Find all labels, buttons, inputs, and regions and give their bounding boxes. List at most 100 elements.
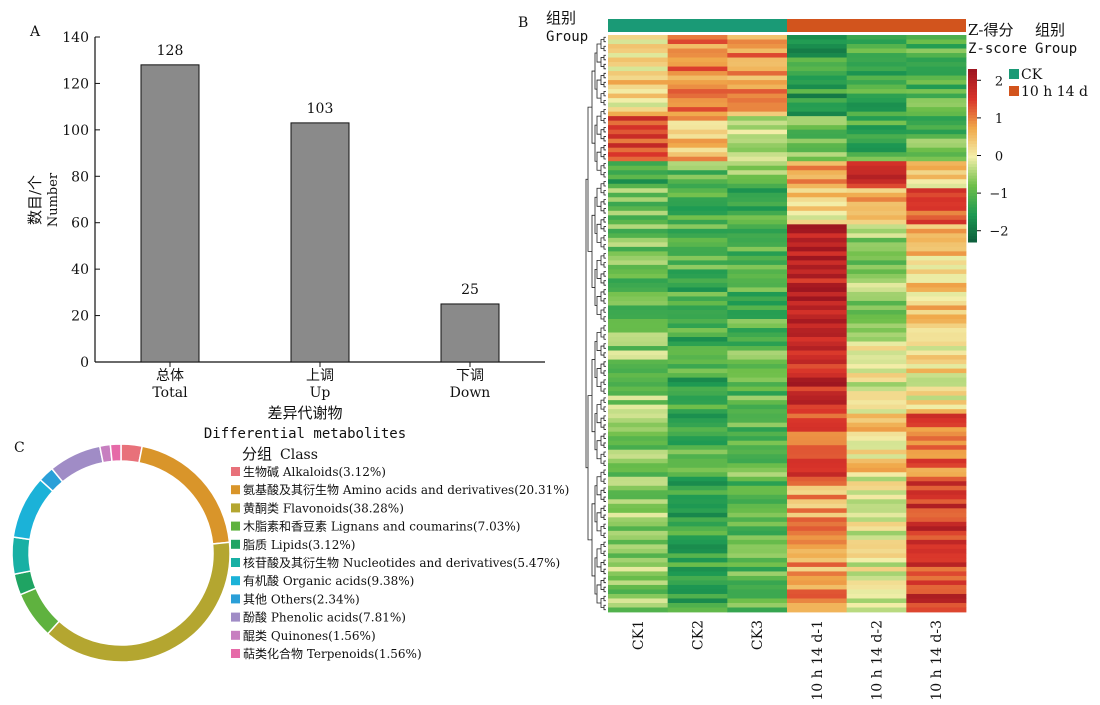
heatmap-cell bbox=[608, 84, 669, 90]
dendrogram-branch bbox=[603, 334, 606, 340]
heatmap-cell bbox=[906, 300, 967, 306]
heatmap-cell bbox=[906, 255, 967, 261]
heatmap-cell bbox=[787, 593, 848, 599]
dendrogram-branch bbox=[603, 361, 606, 367]
heatmap-cell bbox=[667, 228, 728, 234]
heatmap-cell bbox=[667, 499, 728, 505]
heatmap-column-labels: CK1 CK2 CK3 10 h 14 d-1 10 h 14 d-2 10 h 14 d… bbox=[631, 620, 945, 701]
heatmap-cell bbox=[846, 251, 907, 257]
dendrogram-branch bbox=[596, 368, 601, 388]
heatmap-cell bbox=[846, 224, 907, 230]
bar-value-label: 25 bbox=[461, 282, 479, 298]
color-scale-step bbox=[968, 184, 977, 188]
heatmap-cell bbox=[608, 273, 669, 279]
bar bbox=[140, 64, 200, 363]
heatmap-cell bbox=[906, 206, 967, 212]
donut-slice bbox=[109, 443, 122, 463]
heatmap-cell bbox=[727, 589, 788, 595]
heatmap-cell bbox=[906, 557, 967, 563]
heatmap-cell bbox=[667, 476, 728, 482]
class-legend-label: 脂质 Lipids(3.12%) bbox=[243, 537, 355, 552]
heatmap-cell bbox=[787, 314, 848, 320]
heatmap-cell bbox=[906, 291, 967, 297]
group-legend-label: 10 h 14 d bbox=[1021, 84, 1088, 100]
heatmap-cell bbox=[727, 188, 788, 194]
heatmap-cell bbox=[846, 566, 907, 572]
heatmap-cell bbox=[667, 134, 728, 140]
heatmap-cell bbox=[906, 373, 967, 378]
heatmap-cell bbox=[906, 314, 967, 320]
color-scale-step bbox=[968, 207, 977, 211]
heatmap-cell bbox=[727, 264, 788, 270]
heatmap-cell bbox=[846, 57, 907, 63]
heatmap-cell bbox=[906, 386, 967, 392]
dendrogram-branch bbox=[603, 244, 606, 250]
column-label: CK3 bbox=[750, 620, 766, 650]
heatmap-cell bbox=[787, 39, 848, 45]
heatmap-cell bbox=[727, 454, 788, 460]
heatmap-cell bbox=[787, 273, 848, 279]
heatmap-cell bbox=[727, 246, 788, 252]
heatmap-cell bbox=[667, 535, 728, 541]
heatmap-cell bbox=[906, 377, 967, 383]
heatmap-cell bbox=[846, 219, 907, 225]
heatmap-cell bbox=[906, 273, 967, 279]
heatmap-cell bbox=[727, 93, 788, 99]
dendrogram-branch bbox=[603, 487, 606, 493]
dendrogram-branch bbox=[600, 363, 604, 374]
color-scale-step bbox=[968, 175, 977, 180]
heatmap-cell bbox=[906, 120, 967, 126]
heatmap-cell bbox=[787, 359, 848, 365]
heatmap-cell bbox=[787, 544, 848, 550]
heatmap-cell bbox=[727, 44, 788, 49]
bars: 128 103 25 bbox=[140, 43, 500, 363]
heatmap-cell bbox=[667, 111, 728, 117]
heatmap-cell bbox=[608, 48, 669, 54]
heatmap-cell bbox=[667, 602, 728, 608]
x-tick-label-en: Total bbox=[152, 385, 188, 401]
heatmap-cell bbox=[846, 296, 907, 302]
y-tick-label: 120 bbox=[62, 76, 89, 92]
dendrogram-branch bbox=[603, 145, 606, 151]
dendrogram-branch bbox=[603, 253, 606, 259]
heatmap-cell bbox=[667, 242, 728, 248]
heatmap-cell bbox=[787, 156, 848, 162]
heatmap-cell bbox=[787, 589, 848, 595]
heatmap-cell bbox=[727, 237, 788, 243]
heatmap-cell bbox=[727, 512, 788, 518]
class-legend-swatch bbox=[231, 649, 240, 658]
heatmap-cell bbox=[906, 535, 967, 541]
heatmap-cell bbox=[608, 206, 669, 212]
heatmap-cell bbox=[608, 53, 669, 58]
heatmap-cell bbox=[727, 395, 788, 401]
dendrogram-branch bbox=[603, 541, 606, 548]
heatmap-cell bbox=[727, 323, 788, 329]
heatmap-cell bbox=[906, 179, 967, 185]
heatmap-cell bbox=[667, 273, 728, 279]
heatmap-cell bbox=[787, 409, 848, 415]
heatmap-cell bbox=[787, 476, 848, 482]
heatmap-cell bbox=[727, 341, 788, 347]
heatmap-cell bbox=[787, 449, 848, 455]
heatmap-cell bbox=[906, 93, 967, 99]
heatmap-cell bbox=[906, 485, 967, 491]
heatmap-cell bbox=[667, 215, 728, 221]
class-legend-swatch bbox=[231, 521, 240, 531]
heatmap-cell bbox=[608, 589, 669, 595]
heatmap-cell bbox=[906, 530, 967, 536]
heatmap-cell bbox=[608, 287, 669, 293]
heatmap-cell bbox=[906, 580, 967, 586]
y-tick-label: 20 bbox=[71, 309, 89, 325]
color-scale-step bbox=[968, 233, 977, 237]
heatmap-cell bbox=[846, 445, 907, 451]
dendrogram-branch bbox=[603, 604, 606, 611]
color-scale-step bbox=[968, 106, 977, 110]
heatmap-cell bbox=[846, 368, 907, 374]
heatmap-cell bbox=[906, 152, 967, 158]
heatmap-cell bbox=[787, 134, 848, 140]
donut-slice bbox=[12, 478, 54, 541]
dendrogram-branch bbox=[600, 598, 604, 608]
heatmap-cell bbox=[727, 152, 788, 158]
heatmap-cell bbox=[667, 75, 728, 81]
heatmap-cell bbox=[727, 183, 788, 189]
